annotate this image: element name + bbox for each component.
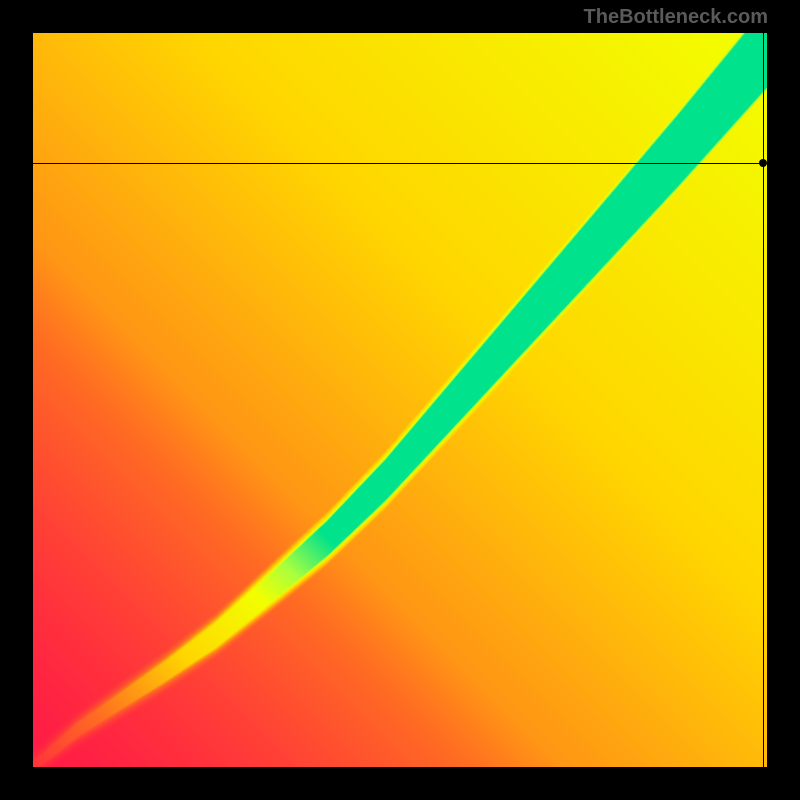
attribution-text: TheBottleneck.com [584, 6, 768, 29]
heatmap-canvas [33, 33, 767, 767]
bottleneck-heatmap [33, 33, 767, 767]
crosshair-horizontal [33, 163, 767, 164]
crosshair-marker [759, 159, 767, 167]
crosshair-vertical [763, 33, 764, 767]
